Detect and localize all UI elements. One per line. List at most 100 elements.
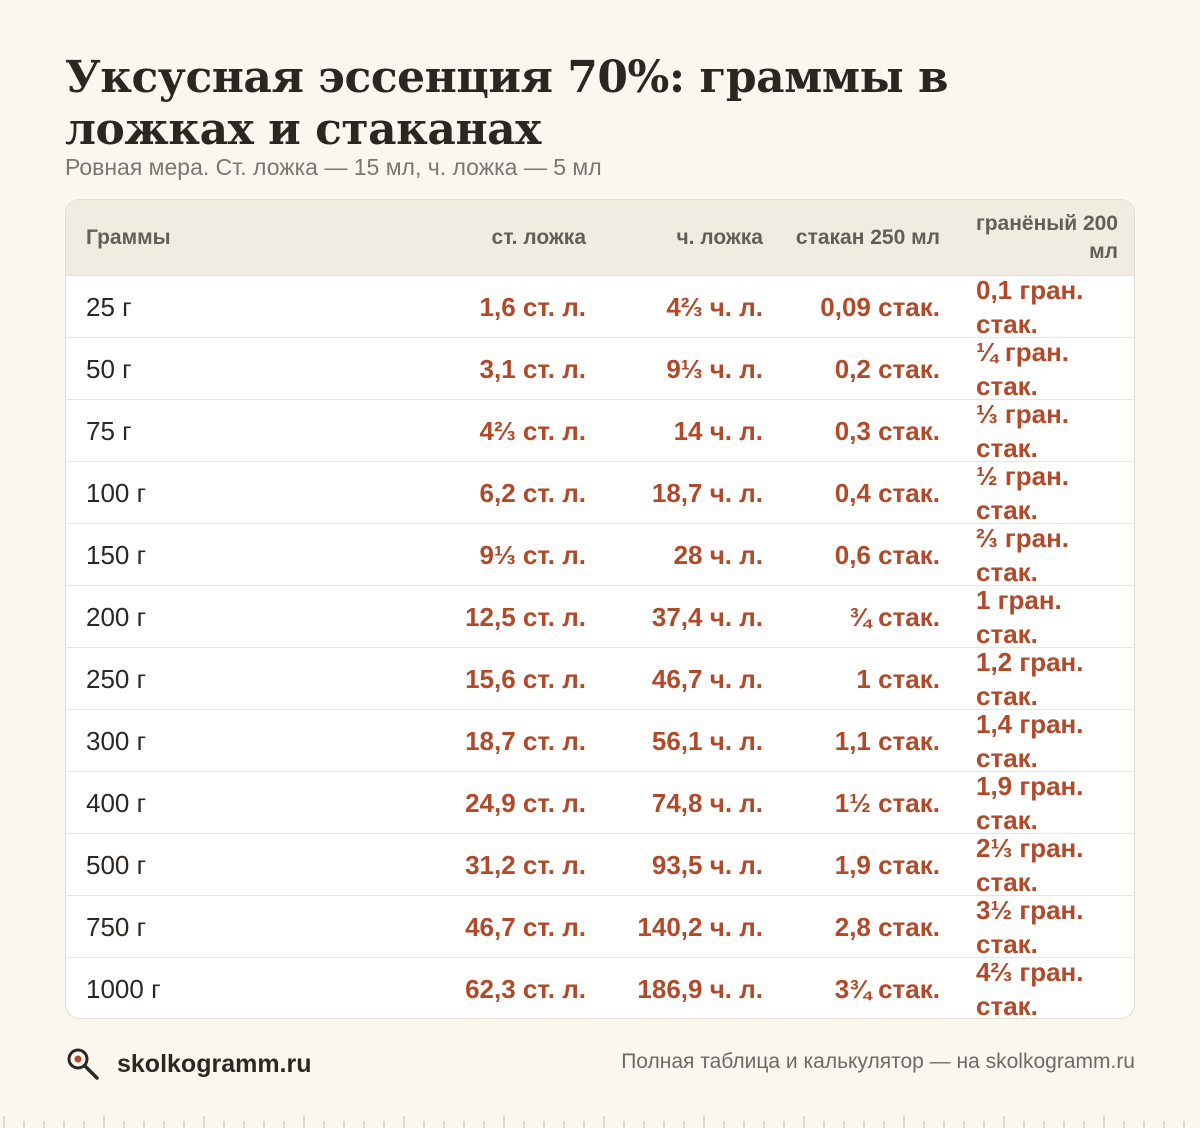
table-header: Граммы ст. ложка ч. ложка стакан 250 мл … xyxy=(66,200,1134,276)
cell-grams: 1000 г xyxy=(86,958,161,1018)
cell-glass-250-text: 1,1 стак. xyxy=(834,726,940,756)
cell-teaspoon: 14 ч. л. xyxy=(624,400,763,462)
cell-grams-text: 1000 г xyxy=(86,974,161,1004)
cell-tablespoon: 62,3 ст. л. xyxy=(448,958,586,1018)
cell-tablespoon-text: 1,6 ст. л. xyxy=(479,292,586,322)
cell-grams: 75 г xyxy=(86,400,132,462)
cell-glass-250-text: 0,3 стак. xyxy=(834,416,940,446)
cell-teaspoon-text: 74,8 ч. л. xyxy=(651,788,763,818)
cell-glass-250: 1½ стак. xyxy=(796,772,940,834)
table-row: 25 г 1,6 ст. л. 4⅔ ч. л. 0,09 стак. 0,1 гран… xyxy=(66,275,1134,339)
cell-tablespoon-text: 12,5 ст. л. xyxy=(465,602,586,632)
cell-teaspoon: 74,8 ч. л. xyxy=(624,772,763,834)
cell-tablespoon-text: 3,1 ст. л. xyxy=(479,354,586,384)
cell-grams-text: 200 г xyxy=(86,602,147,632)
cell-teaspoon: 37,4 ч. л. xyxy=(624,586,763,648)
cell-tablespoon: 18,7 ст. л. xyxy=(448,710,586,772)
cell-tablespoon: 3,1 ст. л. xyxy=(448,338,586,400)
table-row: 100 г 6,2 ст. л. 18,7 ч. л. 0,4 стак. ½ гран… xyxy=(66,461,1134,525)
cell-glass-250-text: 0,6 стак. xyxy=(834,540,940,570)
cell-grams: 750 г xyxy=(86,896,146,958)
cell-tablespoon: 31,2 ст. л. xyxy=(448,834,586,896)
table-row: 1000 г 62,3 ст. л. 186,9 ч. л. 3¾ стак. 4⅔ г… xyxy=(66,957,1134,1018)
header-faceted-glass-200: гранёный 200 мл xyxy=(975,212,1118,263)
cell-glass-250: 0,09 стак. xyxy=(796,276,940,338)
cell-tablespoon-text: 6,2 ст. л. xyxy=(479,478,586,508)
cell-faceted-glass-200-text: ⅓ гран. стак. xyxy=(976,399,1070,463)
cell-grams: 50 г xyxy=(86,338,132,400)
table-row: 400 г 24,9 ст. л. 74,8 ч. л. 1½ стак. 1,9 гр… xyxy=(66,771,1134,835)
cell-grams-text: 400 г xyxy=(86,788,147,818)
cell-glass-250-text: 0,4 стак. xyxy=(834,478,940,508)
cell-glass-250-text: ¾ стак. xyxy=(849,602,940,632)
cell-teaspoon-text: 37,4 ч. л. xyxy=(651,602,763,632)
cell-faceted-glass-200-text: 3½ гран. стак. xyxy=(976,895,1084,959)
cell-grams-text: 250 г xyxy=(86,664,147,694)
cell-teaspoon-text: 186,9 ч. л. xyxy=(637,974,763,1004)
cell-tablespoon-text: 24,9 ст. л. xyxy=(465,788,586,818)
cell-teaspoon-text: 9⅓ ч. л. xyxy=(666,354,763,384)
table-row: 50 г 3,1 ст. л. 9⅓ ч. л. 0,2 стак. ¼ гран. с… xyxy=(66,337,1134,401)
cell-faceted-glass-200-text: ½ гран. стак. xyxy=(976,461,1070,525)
cell-teaspoon-text: 46,7 ч. л. xyxy=(651,664,763,694)
cell-tablespoon: 9⅓ ст. л. xyxy=(448,524,586,586)
cell-teaspoon: 56,1 ч. л. xyxy=(624,710,763,772)
cell-teaspoon-text: 18,7 ч. л. xyxy=(651,478,763,508)
cell-teaspoon: 9⅓ ч. л. xyxy=(624,338,763,400)
cell-faceted-glass-200: ¼ гран. стак. xyxy=(976,337,1126,401)
cell-tablespoon-text: 46,7 ст. л. xyxy=(465,912,586,942)
page-title: Уксусная эссенция 70%: граммы в ложках и… xyxy=(65,52,949,155)
table-row: 300 г 18,7 ст. л. 56,1 ч. л. 1,1 стак. 1,4 г… xyxy=(66,709,1134,773)
page-subtitle: Ровная мера. Ст. ложка — 15 мл, ч. ложка… xyxy=(65,154,602,180)
cell-grams-text: 75 г xyxy=(86,416,132,446)
cell-glass-250-text: 3¾ стак. xyxy=(834,974,940,1004)
cell-grams-text: 25 г xyxy=(86,292,132,322)
cell-glass-250-text: 0,2 стак. xyxy=(834,354,940,384)
cell-grams: 300 г xyxy=(86,710,146,772)
cell-faceted-glass-200-text: 1 гран. стак. xyxy=(976,585,1062,649)
cell-glass-250-text: 2,8 стак. xyxy=(834,912,940,942)
cell-tablespoon-text: 9⅓ ст. л. xyxy=(479,540,586,570)
cell-grams: 150 г xyxy=(86,524,146,586)
footer-site-name: skolkogramm.ru xyxy=(117,1049,312,1078)
footer-logo[interactable]: skolkogramm.ru xyxy=(65,1046,312,1082)
cell-grams-text: 50 г xyxy=(86,354,132,384)
cell-faceted-glass-200-text: 0,1 гран. стак. xyxy=(976,275,1084,339)
cell-tablespoon-text: 18,7 ст. л. xyxy=(465,726,586,756)
cell-glass-250: 0,3 стак. xyxy=(796,400,940,462)
cell-grams: 500 г xyxy=(86,834,146,896)
cell-tablespoon: 24,9 ст. л. xyxy=(448,772,586,834)
conversion-table: Граммы ст. ложка ч. ложка стакан 250 мл … xyxy=(65,199,1135,1019)
cell-grams-text: 300 г xyxy=(86,726,147,756)
cell-glass-250: 1 стак. xyxy=(796,648,940,710)
table-row: 75 г 4⅔ ст. л. 14 ч. л. 0,3 стак. ⅓ гран. ст… xyxy=(66,399,1134,463)
cell-glass-250: 3¾ стак. xyxy=(796,958,940,1018)
cell-grams-text: 500 г xyxy=(86,850,147,880)
cell-tablespoon: 4⅔ ст. л. xyxy=(448,400,586,462)
cell-grams-text: 150 г xyxy=(86,540,147,570)
cell-faceted-glass-200: ⅔ гран. стак. xyxy=(976,523,1126,587)
cell-tablespoon-text: 31,2 ст. л. xyxy=(465,850,586,880)
cell-teaspoon-text: 28 ч. л. xyxy=(673,540,763,570)
table-row: 500 г 31,2 ст. л. 93,5 ч. л. 1,9 стак. 2⅓ гр… xyxy=(66,833,1134,897)
cell-glass-250-text: 1 стак. xyxy=(856,664,940,694)
cell-faceted-glass-200-text: 1,9 гран. стак. xyxy=(976,771,1084,835)
magnifier-icon xyxy=(67,1048,99,1080)
cell-faceted-glass-200: 1,9 гран. стак. xyxy=(976,771,1126,835)
table-row: 200 г 12,5 ст. л. 37,4 ч. л. ¾ стак. 1 гран.… xyxy=(66,585,1134,649)
cell-teaspoon: 140,2 ч. л. xyxy=(624,896,763,958)
cell-teaspoon: 28 ч. л. xyxy=(624,524,763,586)
cell-grams: 250 г xyxy=(86,648,146,710)
cell-faceted-glass-200: 1 гран. стак. xyxy=(976,585,1126,649)
cell-teaspoon: 186,9 ч. л. xyxy=(624,958,763,1018)
cell-glass-250: 0,2 стак. xyxy=(796,338,940,400)
table-body: 25 г 1,6 ст. л. 4⅔ ч. л. 0,09 стак. 0,1 гран… xyxy=(66,275,1134,1018)
cell-faceted-glass-200: 1,4 гран. стак. xyxy=(976,709,1126,773)
footer-note: Полная таблица и калькулятор — на skolko… xyxy=(621,1050,1135,1073)
cell-faceted-glass-200-text: ⅔ гран. стак. xyxy=(976,523,1070,587)
cell-teaspoon: 93,5 ч. л. xyxy=(624,834,763,896)
cell-glass-250: 0,4 стак. xyxy=(796,462,940,524)
cell-grams: 100 г xyxy=(86,462,146,524)
header-grams: Граммы xyxy=(86,226,171,249)
cell-tablespoon: 15,6 ст. л. xyxy=(448,648,586,710)
